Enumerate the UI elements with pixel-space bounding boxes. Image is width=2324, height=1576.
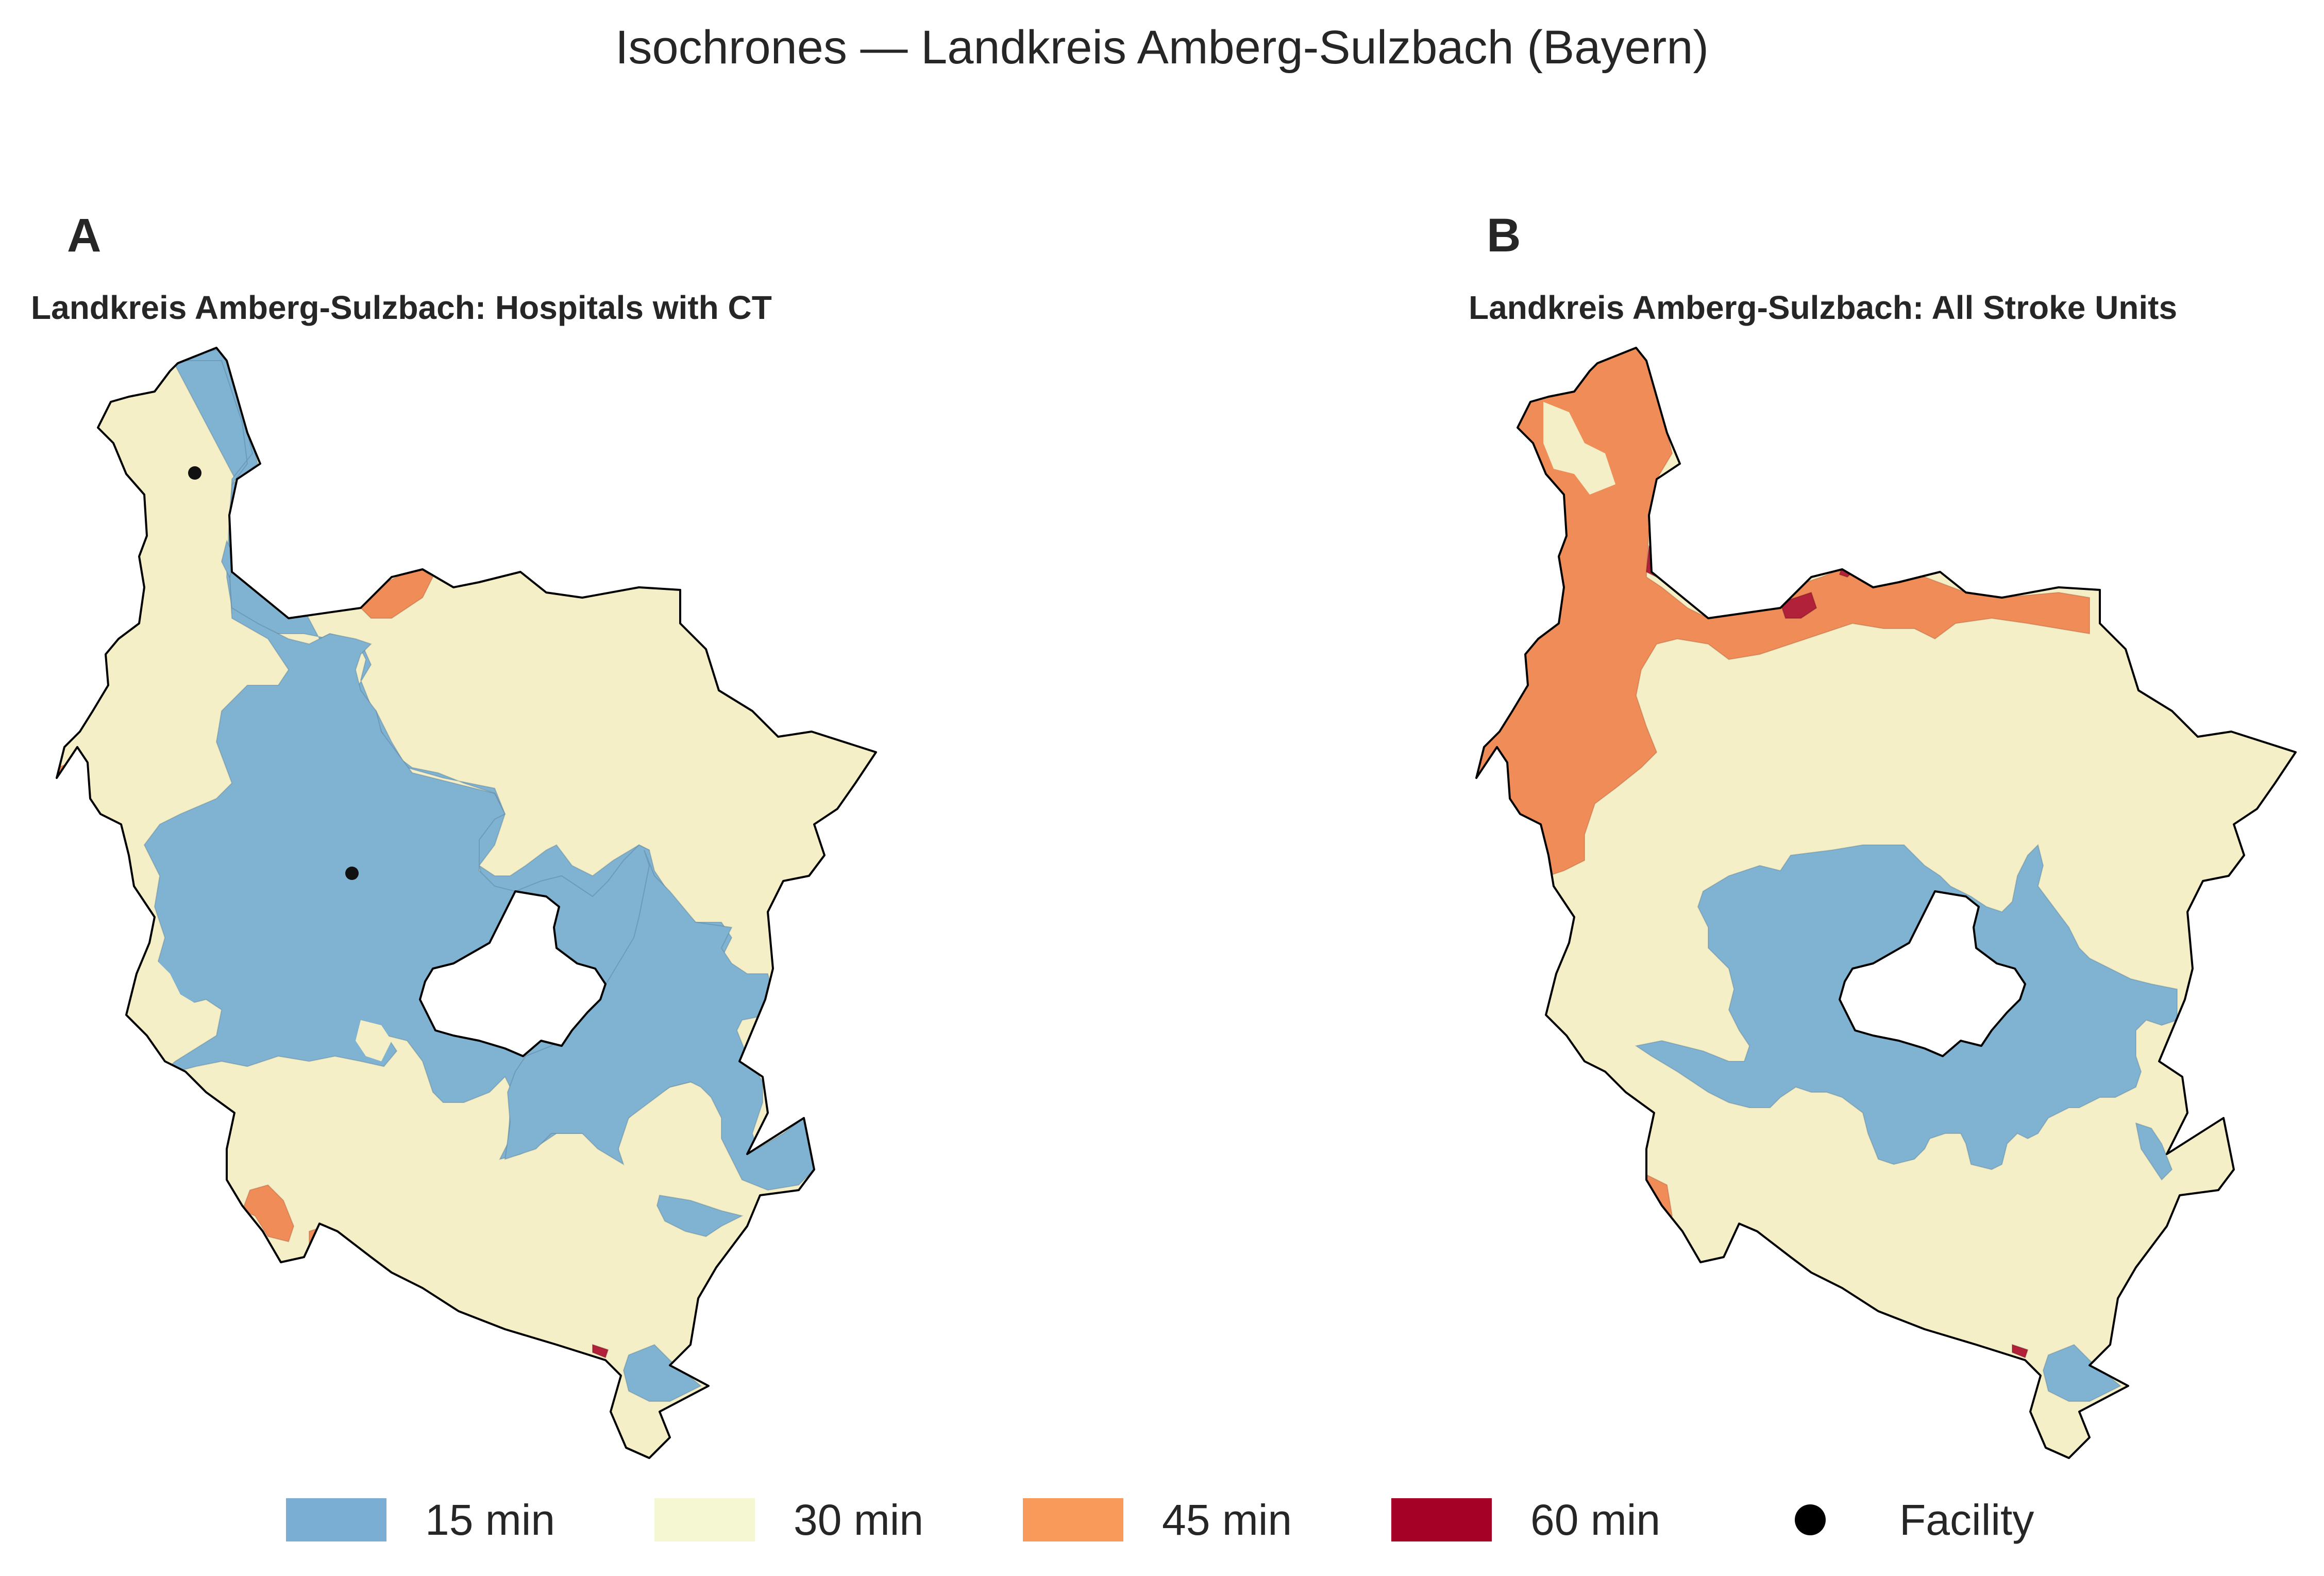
legend-item-facility: Facility [1760, 1484, 2034, 1556]
zone-15-min [2042, 1344, 2121, 1402]
legend: 15 min 30 min 45 min 60 min Facility [0, 1484, 2324, 1556]
zone-15-min [622, 1344, 702, 1402]
panel-a-title: Landkreis Amberg-Sulzbach: Hospitals wit… [31, 289, 772, 326]
facility-marker [188, 466, 201, 480]
zone-45-min [309, 1225, 331, 1263]
zone-60-min [592, 1344, 609, 1359]
map-panel-b [1475, 347, 2297, 1459]
panel-a-letter: A [67, 209, 102, 262]
zone-15-min [656, 1194, 744, 1238]
legend-swatch-15-min [286, 1498, 386, 1541]
legend-item-60-min: 60 min [1391, 1484, 1660, 1556]
zone-30-min [1543, 402, 1615, 495]
figure-title: Isochrones — Landkreis Amberg-Sulzbach (… [615, 21, 1709, 74]
legend-label-45-min: 45 min [1162, 1495, 1292, 1544]
facility-legend-marker [1795, 1504, 1826, 1535]
zone-30-min [356, 1020, 392, 1061]
legend-label-facility: Facility [1899, 1495, 2034, 1544]
facility-marker [345, 867, 359, 880]
legend-swatch-45-min [1023, 1498, 1123, 1541]
zone-30-min [64, 618, 186, 814]
legend-label-30-min: 30 min [794, 1495, 924, 1544]
legend-label-60-min: 60 min [1530, 1495, 1661, 1544]
zone-45-min [360, 566, 434, 619]
panel-b-letter: B [1487, 209, 1521, 262]
zone-60-min [2012, 1344, 2029, 1359]
legend-label-15-min: 15 min [425, 1495, 555, 1544]
legend-item-30-min: 30 min [654, 1484, 923, 1556]
legend-swatch-60-min [1391, 1498, 1492, 1541]
zone-60-min [1779, 591, 1817, 619]
legend-item-45-min: 45 min [1023, 1484, 1292, 1556]
zone-15-min [2135, 1122, 2173, 1181]
map-panel-a [56, 347, 877, 1459]
legend-swatch-30-min [654, 1498, 755, 1541]
panel-b-title: Landkreis Amberg-Sulzbach: All Stroke Un… [1469, 289, 2178, 326]
legend-item-15-min: 15 min [286, 1484, 555, 1556]
